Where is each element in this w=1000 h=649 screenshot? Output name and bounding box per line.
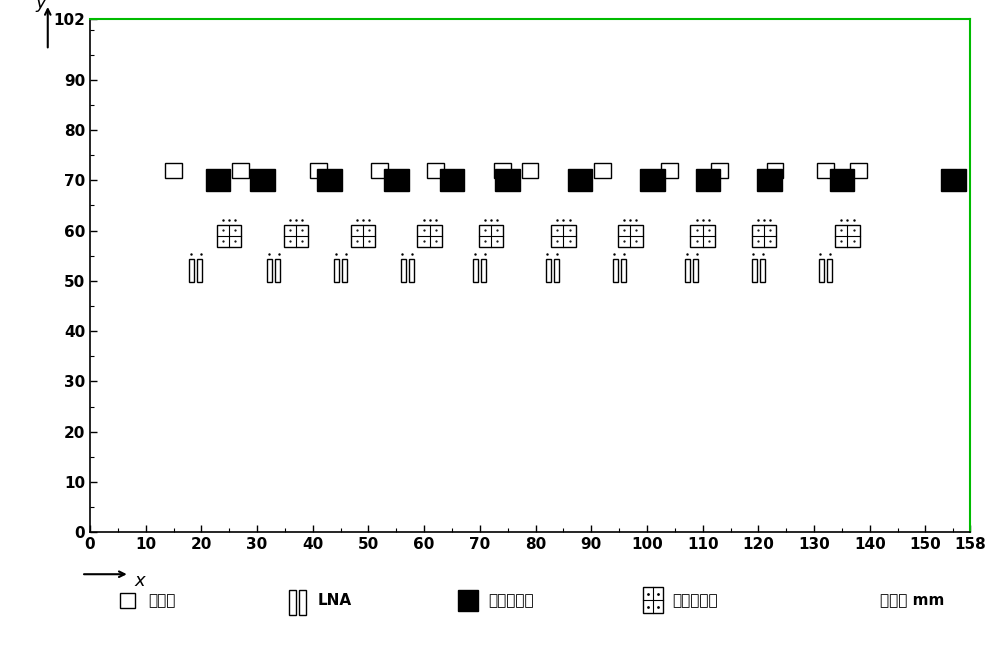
Bar [685,260,690,282]
Bar [371,163,388,178]
Bar [546,260,551,282]
Bar [401,260,406,282]
Bar [618,225,643,247]
Bar [473,260,478,282]
Bar [817,163,834,178]
Bar [693,260,698,282]
Bar [267,260,272,282]
Text: 功率放大器: 功率放大器 [488,593,534,608]
Bar [189,260,194,282]
Bar [494,163,511,178]
Bar [690,225,715,247]
Bar [481,260,486,282]
Bar [310,163,327,178]
Bar [819,260,824,282]
Bar [711,163,728,178]
Bar [835,225,860,247]
Bar [275,260,280,282]
Bar [613,260,618,282]
Bar [495,169,520,191]
Bar [827,260,832,282]
Bar [760,260,765,282]
Text: $x$: $x$ [134,572,147,590]
Bar [317,169,342,191]
Bar [120,593,135,608]
Bar [299,590,306,615]
Bar [197,260,202,282]
Bar [417,225,442,247]
Bar [830,169,854,191]
Text: LNA: LNA [318,593,352,608]
Bar [351,225,375,247]
Bar [594,163,611,178]
Bar [752,225,776,247]
Bar [850,163,867,178]
Bar [440,169,464,191]
Text: 单位： mm: 单位： mm [880,593,944,608]
Bar [427,163,444,178]
Bar [232,163,249,178]
Bar [640,169,665,191]
Bar [661,163,678,178]
Bar [696,169,720,191]
Bar [289,590,296,615]
Bar [334,260,339,282]
Bar [479,225,503,247]
Bar [752,260,757,282]
Bar [206,169,230,191]
Bar [342,260,347,282]
Bar [554,260,559,282]
Bar [250,169,275,191]
Text: 移相器: 移相器 [148,593,175,608]
Bar [941,169,966,191]
Bar [458,590,478,611]
Bar [284,225,308,247]
Bar [522,163,538,178]
Text: 驱动放大器: 驱动放大器 [672,593,718,608]
Text: $y$: $y$ [35,0,48,14]
Bar [642,587,662,613]
Bar [165,163,182,178]
Bar [621,260,626,282]
Bar [217,225,241,247]
Bar [767,163,783,178]
Bar [384,169,409,191]
Bar [568,169,592,191]
Bar [551,225,576,247]
Bar [757,169,782,191]
Bar [409,260,414,282]
